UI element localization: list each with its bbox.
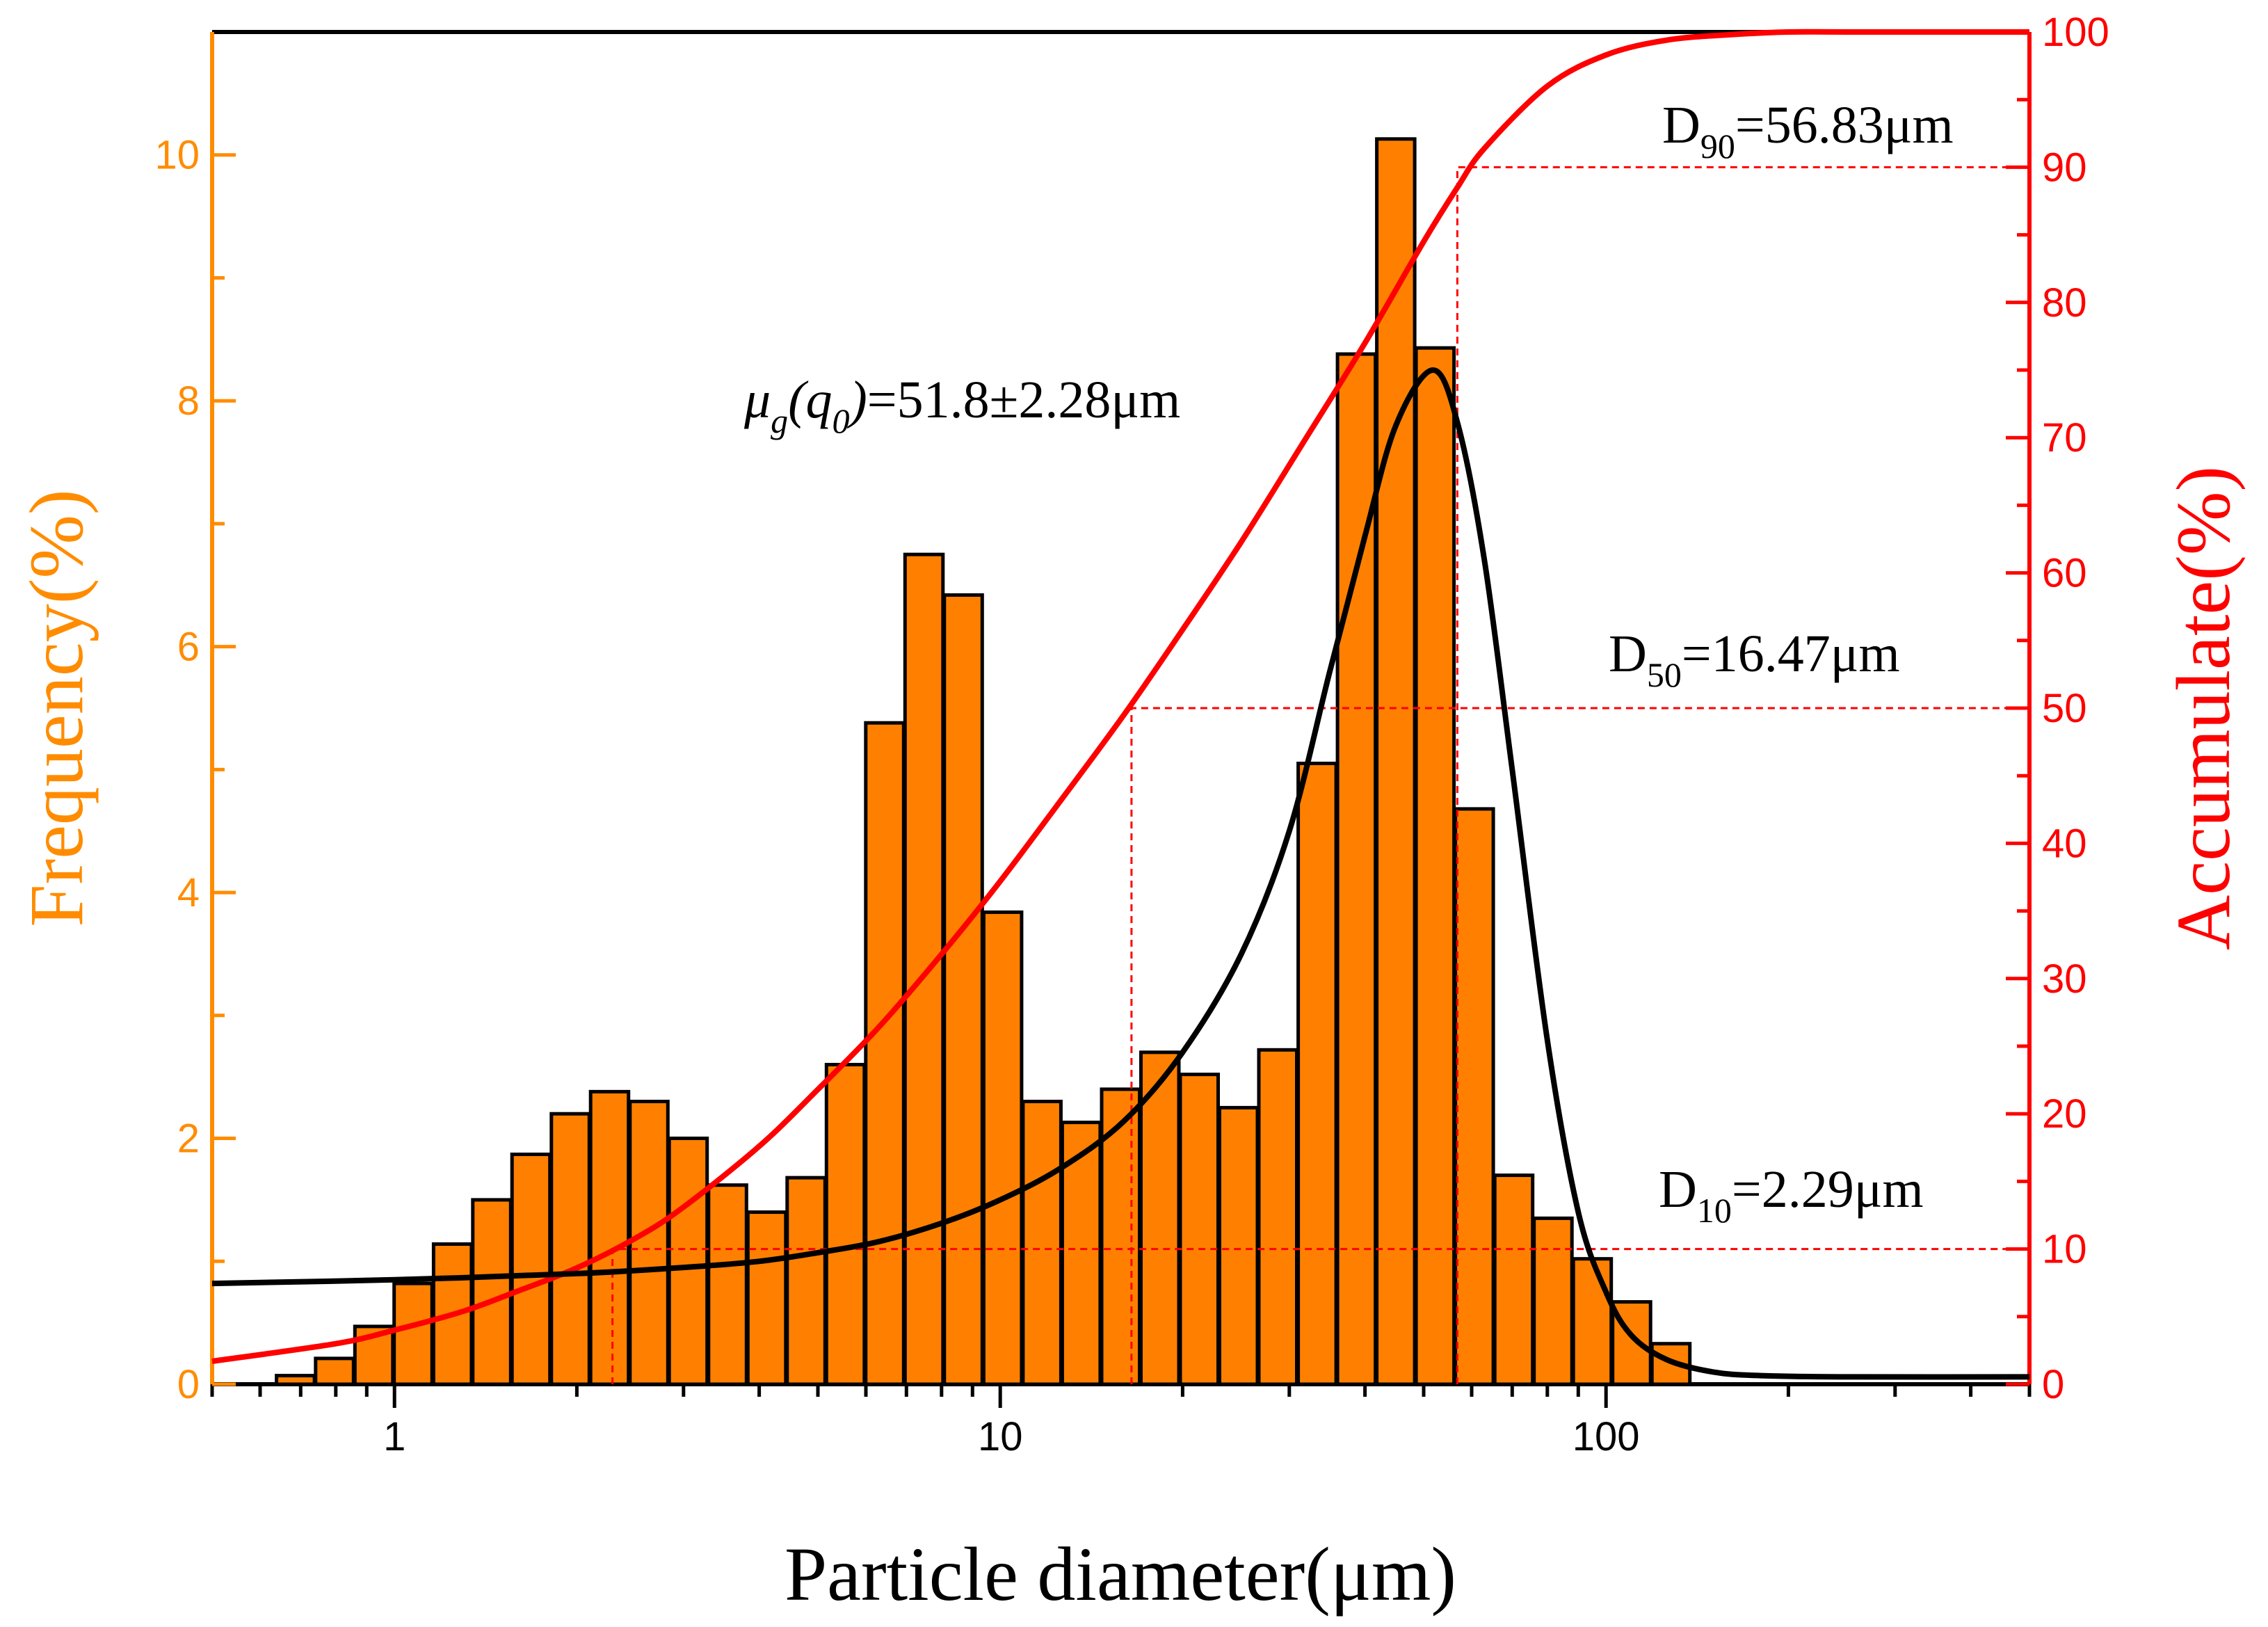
- mu-q-subscript: 0: [832, 401, 849, 440]
- y-right-tick-label: 50: [2042, 686, 2087, 731]
- y-left-tick-label: 8: [177, 378, 200, 424]
- x-tick-label: 10: [978, 1414, 1023, 1459]
- histogram-bar: [1414, 346, 1456, 1386]
- histogram-bar: [1218, 1105, 1260, 1386]
- y-right-tick-label: 100: [2042, 10, 2109, 55]
- histogram-bar: [746, 1210, 788, 1386]
- d10-main: D: [1659, 1160, 1697, 1219]
- histogram-bar: [1296, 762, 1338, 1386]
- histogram-bar: [1611, 1300, 1652, 1386]
- histogram-bar: [707, 1183, 748, 1386]
- guide-d90: [1456, 166, 2029, 1384]
- d10-annotation: D10=2.29μm: [1659, 1160, 1924, 1230]
- histogram-bar: [510, 1153, 552, 1386]
- histogram-bar: [1139, 1050, 1181, 1386]
- fit-curve: [211, 367, 2030, 1380]
- y-right-tick-label: 10: [2042, 1227, 2087, 1272]
- left-axis-title: Frequency(%): [14, 489, 99, 927]
- y-left-tick-label: 2: [177, 1116, 200, 1162]
- y-left-tick-label: 0: [177, 1362, 200, 1407]
- y-left-tick-label: 4: [177, 870, 200, 915]
- mu-value: =51.8±2.28μm: [867, 371, 1180, 429]
- d90-value: =56.83μm: [1735, 96, 1954, 154]
- histogram-bar: [864, 721, 906, 1386]
- x-axis-title: Particle diameter(μm): [785, 1532, 1456, 1617]
- y-right-tick-label: 0: [2042, 1362, 2064, 1407]
- histogram-bar: [314, 1356, 355, 1386]
- mu-open-paren: (: [788, 371, 809, 429]
- histogram-bar: [275, 1374, 316, 1386]
- histogram-bar: [785, 1176, 827, 1386]
- histogram-bar: [549, 1112, 591, 1386]
- mu-annotation: μg(q0)=51.8±2.28μm: [743, 371, 1180, 440]
- histogram-bar: [1178, 1073, 1220, 1386]
- d10-value: =2.29μm: [1732, 1160, 1924, 1219]
- histogram-bar: [1532, 1216, 1574, 1386]
- mu-q: q: [805, 371, 832, 429]
- histogram-bar: [628, 1100, 670, 1386]
- histogram-bar: [981, 910, 1024, 1386]
- histogram-bar: [667, 1137, 709, 1386]
- histogram-bar: [471, 1198, 513, 1386]
- histogram-bar: [1493, 1173, 1535, 1386]
- histogram-bar: [588, 1089, 631, 1386]
- y-right-tick-label: 60: [2042, 551, 2087, 596]
- y-right-tick-label: 20: [2042, 1091, 2087, 1137]
- d10-subscript: 10: [1697, 1191, 1732, 1230]
- d50-annotation: D50=16.47μm: [1609, 625, 1900, 694]
- y-left-tick-label: 6: [177, 625, 200, 670]
- mu-symbol: μ: [743, 371, 771, 429]
- y-right-tick-label: 30: [2042, 956, 2087, 1002]
- right-axis-title: Accumulate(%): [2161, 466, 2246, 950]
- mu-subscript: g: [771, 401, 788, 440]
- d90-annotation: D90=56.83μm: [1662, 96, 1954, 166]
- y-right-tick-label: 40: [2042, 821, 2087, 866]
- histogram-bar: [1257, 1048, 1298, 1386]
- histogram-bar: [1454, 807, 1495, 1386]
- mu-close-paren: ): [846, 371, 867, 429]
- x-tick-label: 100: [1573, 1414, 1640, 1459]
- histogram-bar: [1571, 1257, 1614, 1386]
- x-tick-label: 1: [383, 1414, 405, 1459]
- histogram-bar: [824, 1063, 867, 1386]
- curves: [211, 29, 2030, 1380]
- d50-main: D: [1609, 625, 1647, 683]
- histogram-bar: [1100, 1087, 1141, 1386]
- histogram-bar: [942, 593, 984, 1386]
- y-left-tick-label: 10: [154, 133, 200, 178]
- histogram-bar: [392, 1281, 434, 1386]
- y-right-tick-label: 80: [2042, 280, 2087, 326]
- histogram-bar: [1021, 1100, 1063, 1386]
- d50-value: =16.47μm: [1682, 625, 1900, 683]
- bars: [275, 137, 1692, 1386]
- accumulate-curve: [211, 29, 2029, 1364]
- histogram-bar: [1375, 137, 1417, 1386]
- y-right-tick-label: 70: [2042, 415, 2087, 460]
- d90-main: D: [1662, 96, 1700, 154]
- d90-subscript: 90: [1700, 127, 1735, 166]
- histogram-bar: [903, 552, 945, 1386]
- d50-subscript: 50: [1647, 655, 1682, 694]
- y-right-tick-label: 90: [2042, 145, 2087, 190]
